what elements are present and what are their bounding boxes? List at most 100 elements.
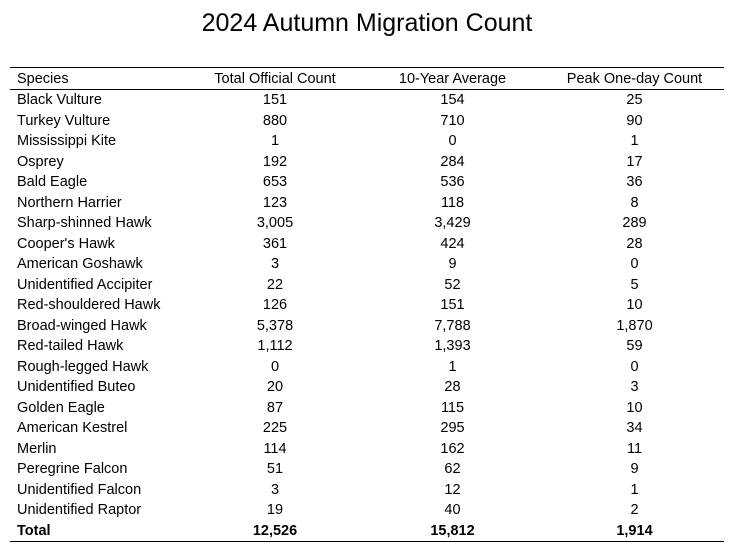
peak-one-day-count-cell: 1: [630, 481, 639, 498]
total-official-count-cell: 880: [262, 112, 288, 129]
peak-one-day-count-cell: 34: [626, 420, 643, 437]
species-cell: Cooper's Hawk: [17, 235, 115, 252]
table-row: Broad-winged Hawk 5,378 7,788 1,870: [10, 316, 724, 337]
species-cell: Bald Eagle: [17, 174, 88, 191]
ten-year-average-cell: 12: [444, 481, 461, 498]
species-cell: American Kestrel: [17, 420, 128, 437]
peak-one-day-count-cell: 2: [630, 502, 639, 519]
ten-year-average-cell: 52: [444, 276, 461, 293]
total-official-count-cell: 51: [266, 461, 284, 478]
table-row: Unidentified Falcon 3 12 1: [10, 480, 724, 501]
total-official-count-cell: 225: [262, 420, 288, 437]
species-cell: Broad-winged Hawk: [17, 317, 147, 334]
table-row: Turkey Vulture 880 710 90: [10, 111, 724, 132]
table-row: Peregrine Falcon 51 62 9: [10, 459, 724, 480]
species-cell: Red-tailed Hawk: [17, 338, 124, 355]
table-row: Mississippi Kite 1 0 1: [10, 131, 724, 152]
peak-one-day-count-cell: 0: [630, 256, 639, 273]
total-official-count-cell: 20: [266, 379, 284, 396]
table-row: Rough-legged Hawk 0 1 0: [10, 357, 724, 378]
ten-year-average-cell: 1: [448, 358, 457, 375]
table-row: Unidentified Buteo 20 28 3: [10, 377, 724, 398]
species-cell: Northern Harrier: [17, 194, 122, 211]
table-row: Black Vulture 151 154 25: [10, 90, 724, 111]
total-official-count-cell: 1,112: [257, 338, 293, 355]
total-official-count-cell: 3: [270, 481, 280, 498]
ten-year-average-cell: 0: [448, 133, 457, 150]
header-ten-year-average: 10-Year Average: [360, 67, 545, 90]
peak-one-day-count-cell: 1,870: [616, 317, 653, 334]
species-cell: American Goshawk: [17, 256, 143, 273]
page-title: 2024 Autumn Migration Count: [201, 9, 533, 37]
peak-one-day-count-cell: 0: [630, 358, 639, 375]
total-official-count-cell: 19: [266, 502, 284, 519]
table-row: Northern Harrier 123 118 8: [10, 193, 724, 214]
total-official-count: 12,526: [190, 520, 360, 542]
total-official-count-cell: 114: [263, 440, 287, 457]
total-ten-year-average: 15,812: [360, 520, 545, 542]
peak-one-day-count-cell: 90: [626, 112, 643, 129]
total-official-count-cell: 192: [262, 153, 288, 170]
peak-one-day-count-cell: 10: [626, 297, 643, 314]
ten-year-average-cell: 115: [440, 399, 465, 416]
table-row: Sharp-shinned Hawk 3,005 3,429 289: [10, 213, 724, 234]
species-cell: Osprey: [17, 153, 64, 170]
ten-year-average-cell: 151: [440, 297, 465, 314]
peak-one-day-count-cell: 9: [630, 461, 639, 478]
table-row: Bald Eagle 653 536 36: [10, 172, 724, 193]
ten-year-average-cell: 424: [440, 235, 465, 252]
total-official-count-cell: 126: [262, 297, 288, 314]
total-official-count-cell: 151: [262, 92, 288, 109]
species-cell: Unidentified Accipiter: [17, 276, 153, 293]
total-peak-one-day-count: 1,914: [545, 520, 724, 542]
header-peak-one-day-count: Peak One-day Count: [545, 67, 724, 90]
total-official-count-cell: 123: [262, 194, 288, 211]
total-official-count-cell: 3: [270, 256, 280, 273]
peak-one-day-count-cell: 289: [622, 215, 647, 232]
total-official-count-cell: 653: [262, 174, 288, 191]
species-cell: Black Vulture: [17, 92, 102, 109]
species-cell: Sharp-shinned Hawk: [17, 215, 152, 232]
peak-one-day-count-cell: 1: [630, 133, 639, 150]
table-row: Osprey 192 284 17: [10, 152, 724, 173]
table-row: Unidentified Raptor 19 40 2: [10, 500, 724, 521]
species-cell: Red-shouldered Hawk: [17, 297, 161, 314]
ten-year-average-cell: 62: [444, 461, 461, 478]
ten-year-average-cell: 7,788: [434, 317, 471, 334]
table-row: Red-shouldered Hawk 126 151 10: [10, 295, 724, 316]
table-row: American Kestrel 225 295 34: [10, 418, 724, 439]
peak-one-day-count-cell: 10: [626, 399, 643, 416]
ten-year-average-cell: 536: [440, 174, 465, 191]
total-official-count-cell: 87: [266, 399, 284, 416]
table-row: Merlin 114 162 11: [10, 439, 724, 460]
total-label: Total: [10, 520, 190, 542]
peak-one-day-count-cell: 5: [630, 276, 639, 293]
species-cell: Turkey Vulture: [17, 112, 111, 129]
migration-count-table: Species Total Official Count 10-Year Ave…: [10, 67, 724, 542]
header-total-official-count: Total Official Count: [190, 67, 360, 90]
species-cell: Unidentified Buteo: [17, 379, 136, 396]
peak-one-day-count-cell: 59: [626, 338, 643, 355]
total-official-count-cell: 361: [262, 235, 288, 252]
total-official-count-cell: 3,005: [256, 215, 294, 232]
peak-one-day-count-cell: 11: [626, 440, 643, 457]
ten-year-average-cell: 284: [440, 153, 465, 170]
species-cell: Unidentified Falcon: [17, 481, 142, 498]
peak-one-day-count-cell: 36: [626, 174, 643, 191]
ten-year-average-cell: 295: [440, 420, 465, 437]
total-official-count-cell: 1: [270, 133, 280, 150]
header-species: Species: [10, 67, 190, 90]
peak-one-day-count-cell: 8: [630, 194, 639, 211]
table-row: American Goshawk 3 9 0: [10, 254, 724, 275]
peak-one-day-count-cell: 17: [626, 153, 643, 170]
table-row: Golden Eagle 87 115 10: [10, 398, 724, 419]
table-body: Black Vulture 151 154 25 Turkey Vulture 880 71…: [10, 90, 724, 521]
total-official-count-cell: 5,378: [256, 317, 294, 334]
ten-year-average-cell: 9: [448, 256, 457, 273]
species-cell: Rough-legged Hawk: [17, 358, 149, 375]
ten-year-average-cell: 1,393: [434, 338, 471, 355]
species-cell: Golden Eagle: [17, 399, 105, 416]
total-official-count-cell: 22: [266, 276, 284, 293]
ten-year-average-cell: 710: [440, 112, 465, 129]
ten-year-average-cell: 28: [444, 379, 461, 396]
